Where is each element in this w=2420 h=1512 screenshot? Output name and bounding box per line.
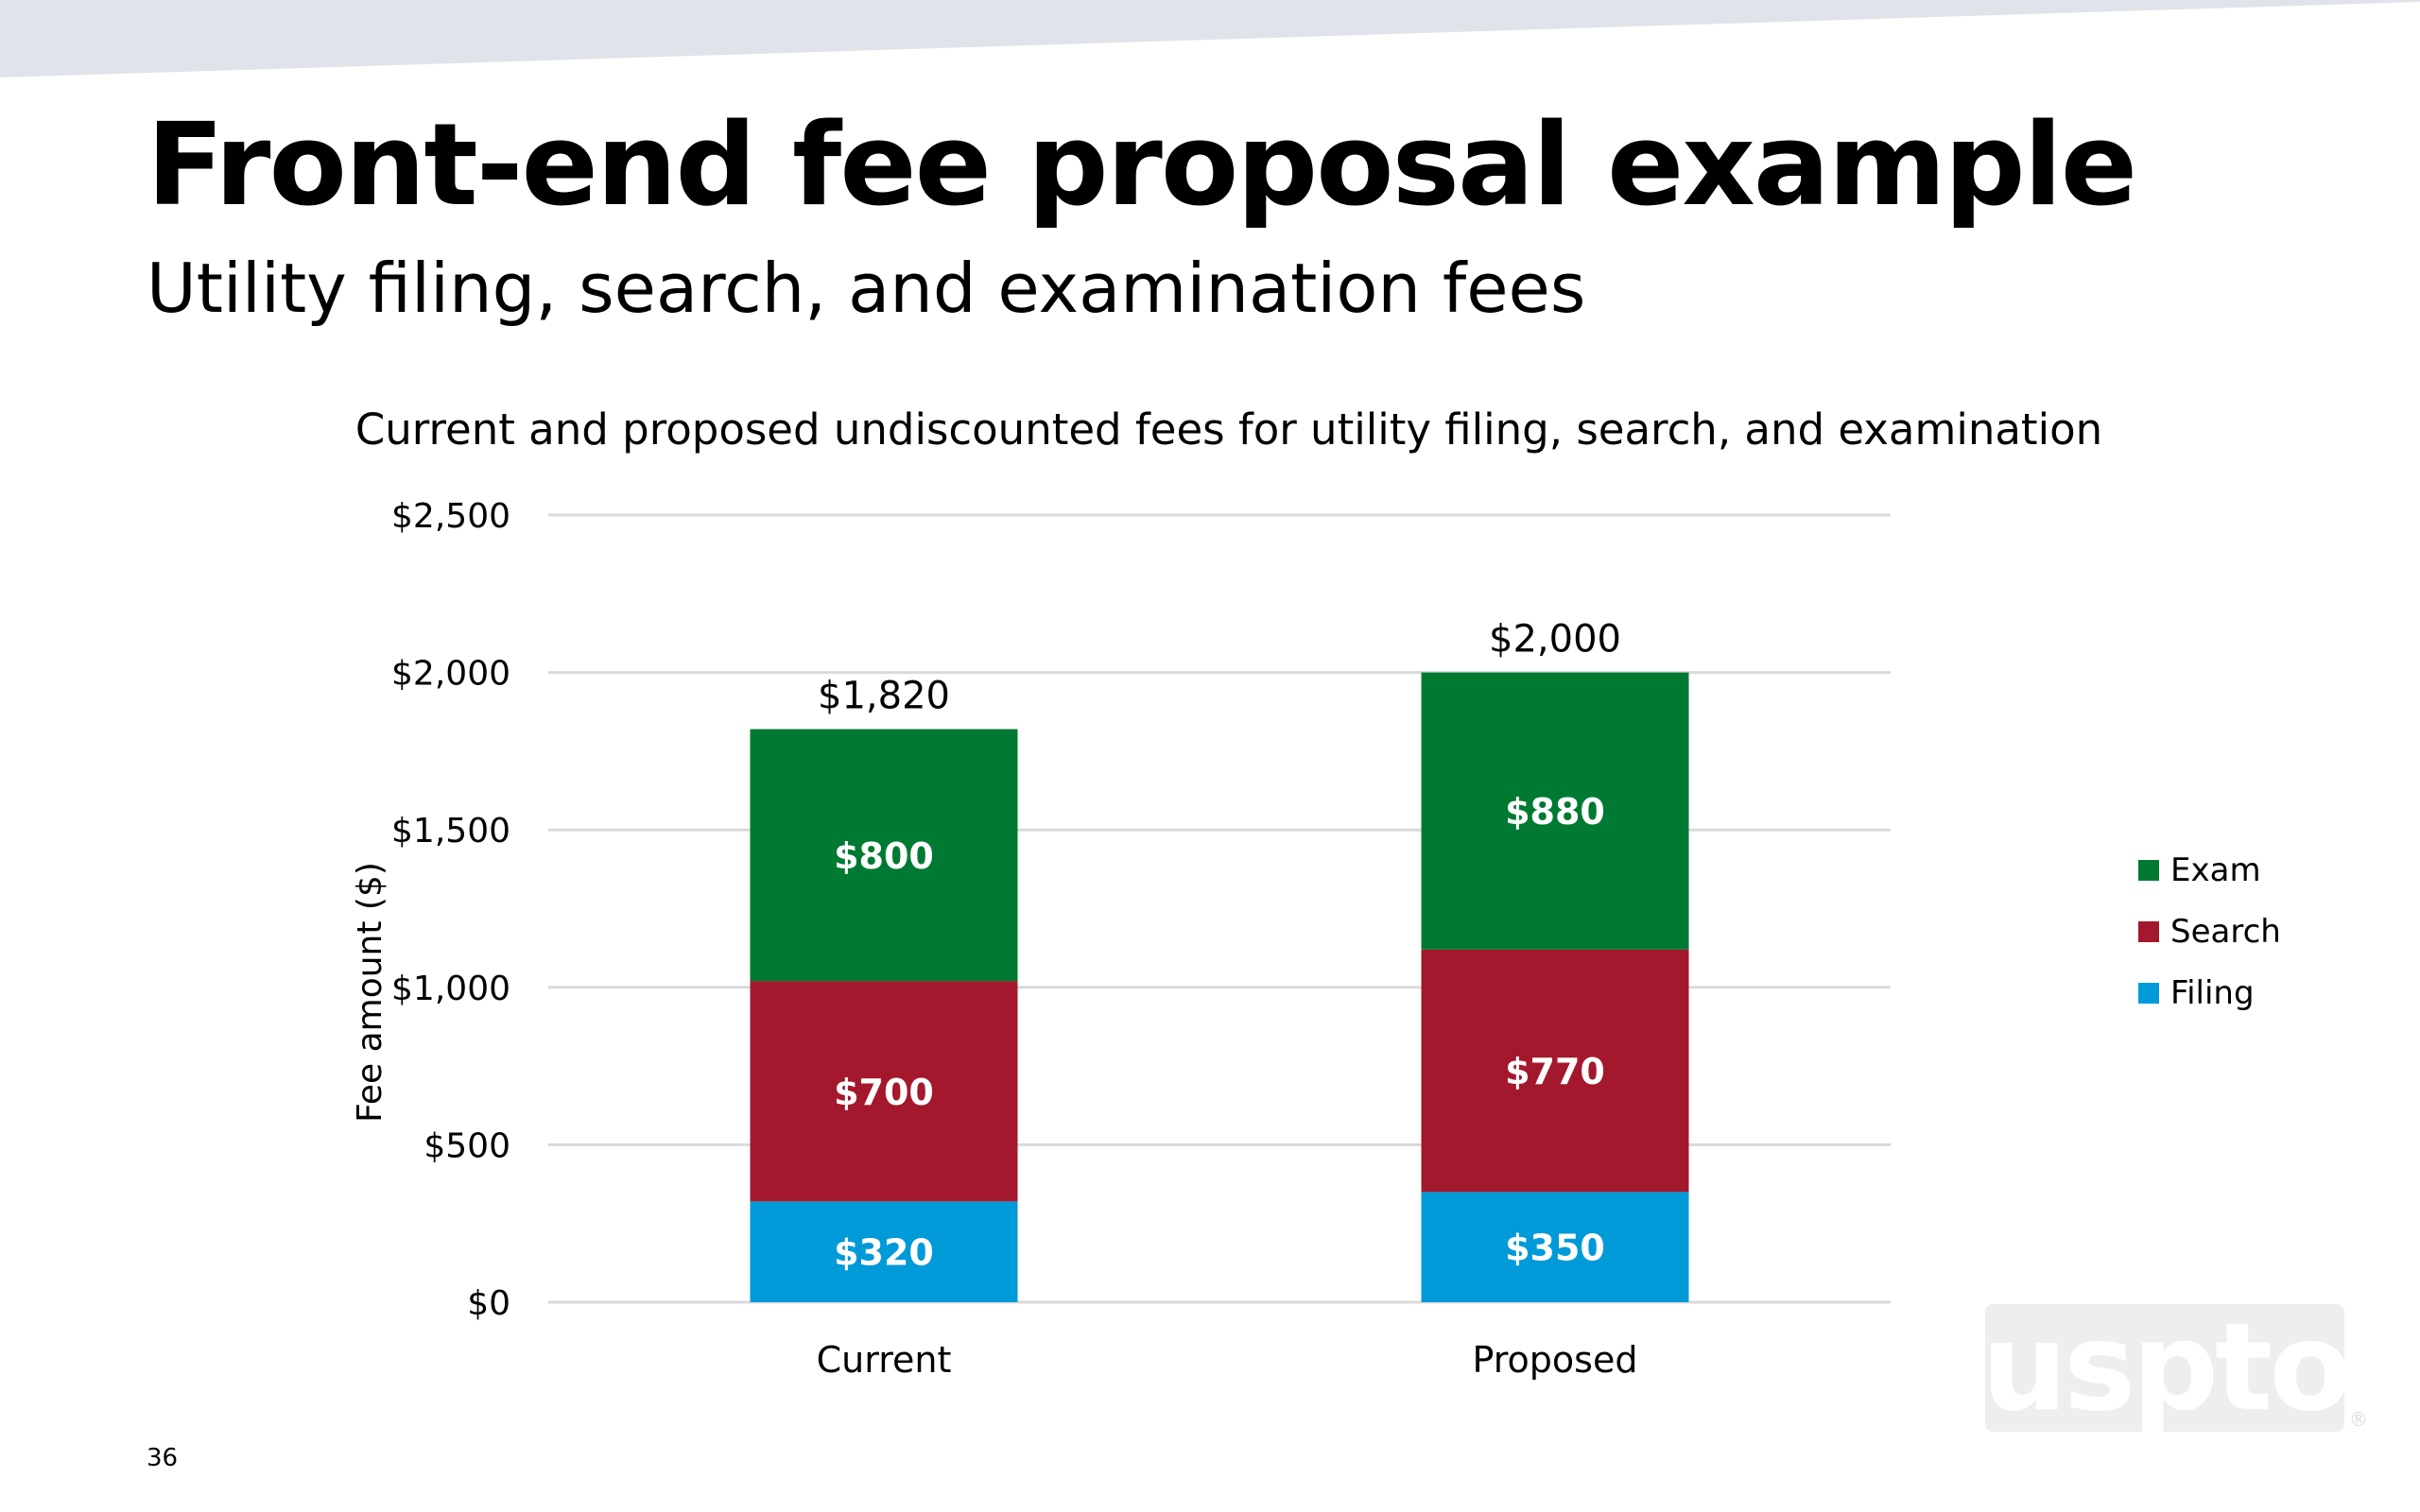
logo-text: uspto bbox=[1980, 1297, 2352, 1438]
slide-title: Front-end fee proposal example bbox=[147, 100, 2137, 232]
page-number: 36 bbox=[147, 1444, 179, 1472]
slide-subtitle: Utility filing, search, and examination … bbox=[147, 249, 1586, 328]
legend-label: Exam bbox=[2170, 851, 2261, 889]
bar-value-label: $800 bbox=[834, 835, 934, 877]
x-axis-ticks: Current Proposed bbox=[817, 1339, 1638, 1381]
chart-title: Current and proposed undiscounted fees f… bbox=[355, 404, 2102, 455]
logo-registered-mark: ® bbox=[2349, 1408, 2368, 1431]
legend-swatch-filing bbox=[2138, 983, 2159, 1004]
y-axis-ticks: $0 $500 $1,000 $1,500 $2,000 $2,500 bbox=[391, 497, 510, 1323]
bar-value-label: $320 bbox=[834, 1232, 934, 1274]
legend-label: Search bbox=[2170, 913, 2281, 951]
bar-value-label: $770 bbox=[1505, 1051, 1605, 1092]
y-tick-label: $2,500 bbox=[391, 497, 510, 536]
y-tick-label: $0 bbox=[467, 1284, 510, 1323]
y-tick-label: $2,000 bbox=[391, 655, 510, 694]
bar-value-label: $700 bbox=[834, 1072, 934, 1113]
x-tick-label: Current bbox=[817, 1339, 952, 1381]
legend-label: Filing bbox=[2170, 974, 2255, 1012]
top-band-decoration bbox=[0, 0, 2420, 77]
bars: $320 $700 $800 $1,820 $350 $770 $880 $2,000 bbox=[750, 618, 1689, 1302]
bar-segment-exam bbox=[750, 729, 1018, 982]
bar-total-label: $2,000 bbox=[1489, 618, 1621, 662]
legend-swatch-search bbox=[2138, 921, 2159, 942]
x-tick-label: Proposed bbox=[1473, 1339, 1638, 1381]
bar-value-label: $350 bbox=[1505, 1228, 1605, 1269]
bar-value-label: $880 bbox=[1505, 791, 1605, 833]
bar-total-label: $1,820 bbox=[818, 675, 950, 718]
bar-segment-filing bbox=[750, 1201, 1018, 1302]
bar-segment-filing bbox=[1421, 1192, 1689, 1302]
bar-segment-exam bbox=[1421, 672, 1689, 950]
bar-segment-search bbox=[1421, 949, 1689, 1193]
y-axis-label: Fee amount ($) bbox=[351, 862, 389, 1123]
legend: Exam Search Filing bbox=[2138, 851, 2281, 1012]
y-tick-label: $500 bbox=[424, 1126, 510, 1165]
y-tick-label: $1,000 bbox=[391, 970, 510, 1008]
gridlines bbox=[548, 513, 1891, 1304]
bar-segment-search bbox=[750, 981, 1018, 1202]
y-tick-label: $1,500 bbox=[391, 812, 510, 850]
uspto-logo: uspto bbox=[1981, 1304, 2352, 1432]
legend-swatch-exam bbox=[2138, 860, 2159, 881]
